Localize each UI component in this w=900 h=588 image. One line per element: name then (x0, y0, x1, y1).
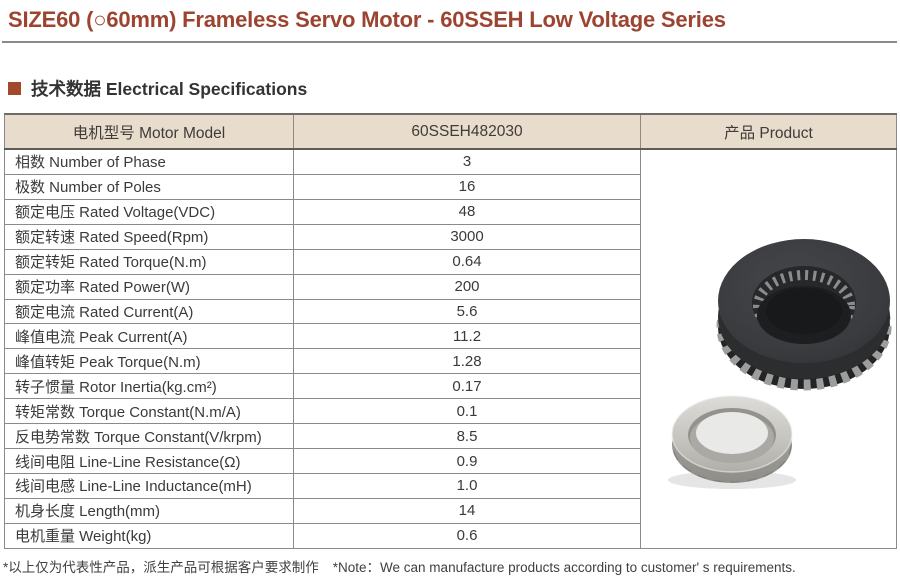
spec-label: 线间电阻 Line-Line Resistance(Ω) (4, 448, 294, 475)
spec-label: 极数 Number of Poles (4, 173, 294, 200)
spec-value: 48 (293, 198, 641, 225)
spec-value: 14 (293, 497, 641, 524)
title-divider (2, 41, 897, 43)
spec-label: 额定电流 Rated Current(A) (4, 298, 294, 325)
spec-label: 机身长度 Length(mm) (4, 497, 294, 524)
spec-value: 11.2 (293, 323, 641, 350)
spec-label: 相数 Number of Phase (4, 148, 294, 175)
stator-ring (716, 239, 892, 391)
spec-value: 0.6 (293, 522, 641, 550)
spec-label: 转矩常数 Torque Constant(N.m/A) (4, 398, 294, 425)
spec-value: 1.28 (293, 348, 641, 375)
spec-value: 5.6 (293, 298, 641, 325)
spec-value: 200 (293, 273, 641, 300)
table-row: 转子惯量 Rotor Inertia(kg.cm²) 0.17 (4, 373, 897, 400)
table-row: 额定转速 Rated Speed(Rpm) 3000 (4, 223, 897, 250)
table-row: 相数 Number of Phase 3 (4, 148, 897, 549)
table-row: 峰值转矩 Peak Torque(N.m) 1.28 (4, 348, 897, 375)
section-title: 技术数据 Electrical Specifications (31, 79, 308, 99)
table-row: 额定电压 Rated Voltage(VDC) 48 (4, 198, 897, 225)
footnote-en: *Note：We can manufacture products accord… (332, 560, 796, 575)
spec-value: 0.17 (293, 373, 641, 400)
spec-label: 额定电压 Rated Voltage(VDC) (4, 198, 294, 225)
spec-value: 0.1 (293, 398, 641, 425)
electrical-specs-table: 电机型号 Motor Model 60SSEH482030 产品 Product… (4, 113, 897, 550)
frameless-servo-motor-stator-and-rotor-photo (668, 239, 892, 489)
spec-value: 0.9 (293, 448, 641, 475)
spec-value: 3000 (293, 223, 641, 250)
spec-label: 转子惯量 Rotor Inertia(kg.cm²) (4, 373, 294, 400)
table-row: 线间电阻 Line-Line Resistance(Ω) 0.9 (4, 448, 897, 475)
spec-label: 线间电感 Line-Line Inductance(mH) (4, 473, 294, 499)
col-header-model-number: 60SSEH482030 (293, 113, 641, 150)
square-bullet-icon (8, 82, 21, 95)
footnote-zh: *以上仅为代表性产品，派生产品可根据客户要求制作 (3, 560, 319, 575)
table-row: 额定电流 Rated Current(A) 5.6 (4, 298, 897, 325)
spec-label: 峰值电流 Peak Current(A) (4, 323, 294, 350)
spec-label: 反电势常数 Torque Constant(V/krpm) (4, 423, 294, 450)
table-header-row: 电机型号 Motor Model 60SSEH482030 产品 Product (4, 113, 897, 150)
spec-value: 3 (293, 148, 641, 175)
col-header-motor-model: 电机型号 Motor Model (4, 113, 294, 150)
spec-label: 额定转速 Rated Speed(Rpm) (4, 223, 294, 250)
spec-value: 0.64 (293, 248, 641, 275)
spec-value: 1.0 (293, 473, 641, 499)
spec-label: 额定功率 Rated Power(W) (4, 273, 294, 300)
footnote: *以上仅为代表性产品，派生产品可根据客户要求制作 *Note：We can ma… (3, 556, 897, 576)
rotor-ring (668, 395, 796, 489)
table-row: 额定功率 Rated Power(W) 200 (4, 273, 897, 300)
col-header-product: 产品 Product (640, 113, 897, 150)
spec-value: 16 (293, 173, 641, 200)
spec-label: 峰值转矩 Peak Torque(N.m) (4, 348, 294, 375)
section-header: 技术数据 Electrical Specifications (8, 76, 307, 101)
spec-label: 电机重量 Weight(kg) (4, 522, 294, 550)
table-row: 线间电感 Line-Line Inductance(mH) 1.0 (4, 473, 897, 499)
table-row: 峰值电流 Peak Current(A) 11.2 (4, 323, 897, 350)
spec-label: 额定转矩 Rated Torque(N.m) (4, 248, 294, 275)
spec-value: 8.5 (293, 423, 641, 450)
table-row: 电机重量 Weight(kg) 0.6 (4, 522, 897, 550)
table-row: 转矩常数 Torque Constant(N.m/A) 0.1 (4, 398, 897, 425)
page-title: SIZE60 (○60mm) Frameless Servo Motor - 6… (8, 7, 726, 32)
table-row: 额定转矩 Rated Torque(N.m) 0.64 (4, 248, 897, 275)
product-photo-cell (640, 148, 897, 549)
